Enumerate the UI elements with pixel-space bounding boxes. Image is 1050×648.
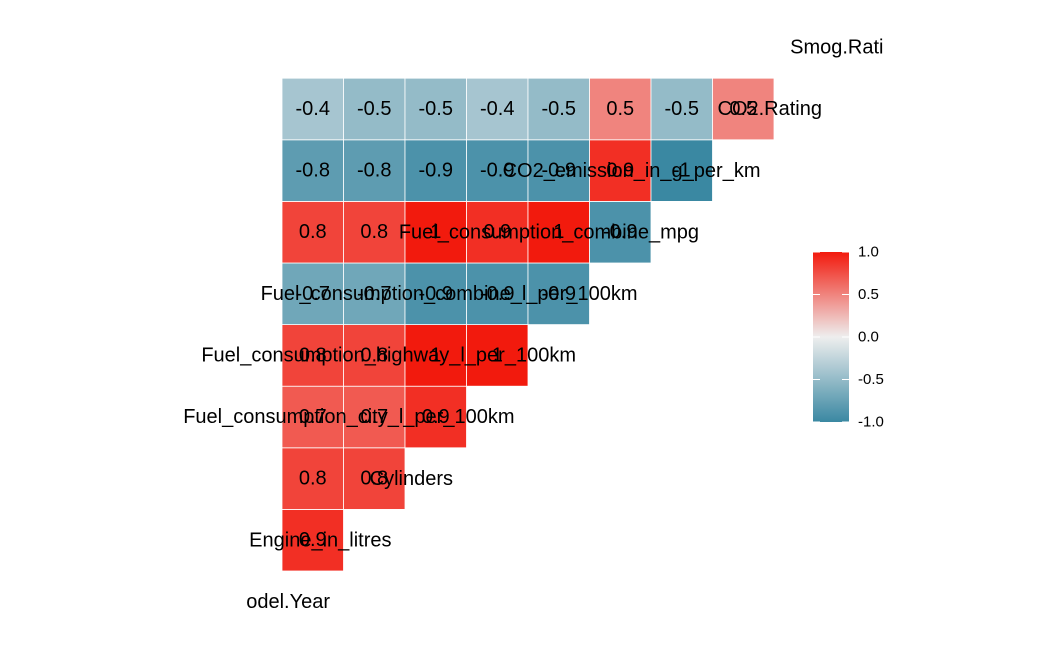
variable-label: Engine_in_litres [249,529,391,551]
cell-value-label: -0.8 [357,160,391,182]
variable-labels: odel.Year Engine_in_litres Cylinders Fuel_c… [183,37,883,613]
variable-label: Fuel_consumption_highway_l_per_100km [201,345,576,367]
variable-label: CO2.Rating [718,98,823,120]
cell-value-label: -1 [673,160,691,182]
heatmap-cell [404,324,467,387]
cell-value-label: -0.4 [296,98,330,120]
cell-value-label: 0.7 [299,406,327,428]
heatmap-cell-labels: 0.9 0.8 0.8 0.7 0.7 0.9 0.8 0.8 1 1 -0.7 -0.7 -0.9 -0… [296,98,758,551]
cell-value-label: -0.9 [419,160,453,182]
cell-value-label: 0.8 [360,344,388,366]
cell-value-label: 0.7 [360,406,388,428]
cell-value-label: 0.9 [422,406,450,428]
heatmap-cell [404,385,467,449]
variable-label: Fuel_consumption_combine_l_per_100km [261,283,638,305]
cell-value-label: 0.8 [299,221,327,243]
variable-label: Fuel_consumption_combine_mpg [399,221,699,243]
cell-value-label: -0.4 [480,98,514,120]
legend-tick-label: 1.0 [858,244,879,261]
legend-tick-label: -0.5 [858,371,884,388]
legend-tick-label: 0.5 [858,286,879,303]
cell-value-label: 1 [553,221,564,243]
heatmap-cell [466,324,529,387]
cell-value-label: 0.8 [360,468,388,490]
heatmap-cell [404,262,467,325]
variable-label: Smog.Rati [790,37,883,59]
cell-value-label: -0.5 [419,98,453,120]
cell-value-label: -0.5 [357,98,391,120]
heatmap-cell [650,77,713,141]
cell-value-label: 0.9 [606,160,634,182]
heatmap-cell [281,324,344,387]
heatmap-cell [281,77,344,141]
cell-value-label: -0.5 [665,98,699,120]
legend-tick-label: -1.0 [858,414,884,431]
heatmap-cell [281,385,344,449]
heatmap-cell [650,139,713,202]
heatmap-cell [404,77,467,141]
variable-label: CO2_emission_in_g_per_km [503,160,761,182]
cell-value-label: 0.8 [299,468,327,490]
variable-label: Fuel_consumption_city_l_per_100km [183,406,514,428]
cell-value-label: -0.9 [603,221,637,243]
legend-tick-label: 0.0 [858,329,879,346]
heatmap-cell [343,139,406,202]
cell-value-label: 0.5 [729,98,757,120]
heatmap-cell [281,447,344,510]
heatmap-cell [343,262,406,325]
heatmap-cell [343,200,406,264]
cell-value-label: -0.9 [542,160,576,182]
variable-label: odel.Year [246,591,330,613]
cell-value-label: -0.9 [480,283,514,305]
cell-value-label: -0.7 [296,283,330,305]
heatmap-cell [466,200,529,264]
cell-value-label: 0.9 [483,221,511,243]
cell-value-label: -0.8 [296,160,330,182]
cell-value-label: 1 [430,221,441,243]
cell-value-label: 0.8 [299,344,327,366]
cell-value-label: -0.9 [419,283,453,305]
heatmap-cell [589,200,652,264]
heatmap-cell [466,139,529,202]
heatmap-cell [281,508,344,572]
heatmap-cell [343,324,406,387]
heatmap-cells [281,77,775,572]
heatmap-cell [589,139,652,202]
cell-value-label: -0.5 [542,98,576,120]
cell-value-label: 1 [492,344,503,366]
cell-value-label: 0.9 [299,529,327,551]
cell-value-label: -0.9 [480,160,514,182]
heatmap-cell [527,200,590,264]
heatmap-cell [404,200,467,264]
color-legend: 1.0 0.5 0.0 -0.5 -1.0 [813,244,884,431]
cell-value-label: 0.5 [606,98,634,120]
cell-value-label: 1 [430,344,441,366]
cell-value-label: 0.8 [360,221,388,243]
cell-value-label: -0.7 [357,283,391,305]
heatmap-cell [343,385,406,449]
heatmap-cell [712,77,775,141]
heatmap-cell [527,262,590,325]
heatmap-cell [281,200,344,264]
heatmap-cell [589,77,652,141]
variable-label: Cylinders [370,468,453,490]
cell-value-label: -0.9 [542,283,576,305]
